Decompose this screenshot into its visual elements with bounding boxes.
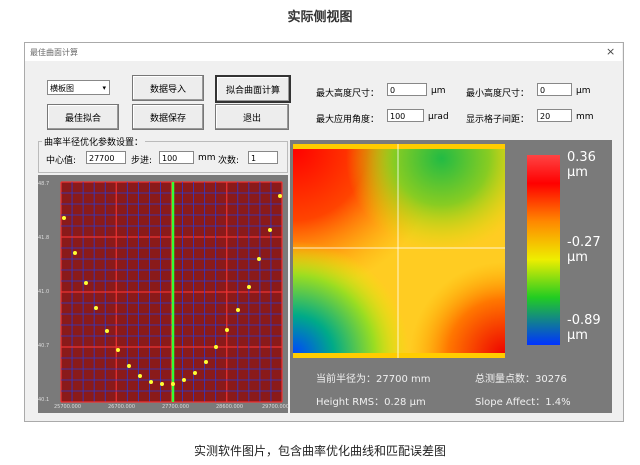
field-label: 最大应用角度：: [316, 115, 380, 125]
fit-point: [247, 285, 251, 289]
unit: μm: [576, 86, 591, 96]
fit-point: [182, 378, 186, 382]
field-label: 显示格子间距：: [466, 115, 530, 125]
colorbar-value: -0.27: [567, 235, 601, 250]
field-label: 次数:: [218, 156, 240, 166]
fit-points: [62, 194, 282, 386]
fit-point: [127, 364, 131, 368]
fit-point: [73, 251, 77, 255]
field-label: 步进:: [131, 156, 153, 166]
stat: Slope Affect：1.4%: [475, 397, 571, 408]
input[interactable]: 1: [248, 151, 278, 164]
stat: Height RMS：0.28 μm: [316, 397, 426, 408]
field-label: 最小高度尺寸：: [466, 89, 530, 99]
fit-point: [214, 345, 218, 349]
title-bar: [25, 43, 622, 61]
button[interactable]: 最佳拟合: [47, 104, 119, 130]
colorbar-unit: μm: [567, 328, 588, 343]
fit-point: [160, 382, 164, 386]
y-label: 40.1: [38, 397, 50, 403]
x-label: 29700.000: [262, 404, 290, 410]
close-button[interactable]: ×: [606, 45, 616, 58]
fit-point: [94, 306, 98, 310]
colorbar-value: 0.36: [567, 150, 596, 165]
fit-point: [278, 194, 282, 198]
dropdown-value: 横板图: [50, 84, 74, 93]
input[interactable]: 0: [537, 83, 572, 96]
edge-bar: [293, 144, 505, 149]
fit-point: [149, 380, 153, 384]
input[interactable]: 27700: [86, 151, 126, 164]
colorbar-unit: μm: [567, 165, 588, 180]
colorbar-label: -0.89 μm: [567, 313, 601, 343]
field-label: 中心值:: [46, 156, 77, 166]
button[interactable]: 退出: [215, 104, 289, 130]
fit-point: [62, 216, 66, 220]
input[interactable]: 100: [387, 109, 424, 122]
button[interactable]: 数据保存: [132, 104, 204, 130]
error-map: [290, 140, 612, 413]
colorbar-label: -0.27 μm: [567, 235, 601, 265]
group-title: 曲率半径优化参数设置：: [42, 135, 146, 148]
caption: 实测软件图片，包含曲率优化曲线和匹配误差图: [193, 444, 446, 458]
fit-point: [171, 382, 175, 386]
x-label: 27700.000: [162, 404, 190, 410]
group-box: [38, 141, 288, 173]
heatmap-region: [293, 148, 505, 355]
fit-point: [257, 257, 261, 261]
x-label: 26700.000: [108, 404, 136, 410]
unit: mm: [198, 153, 216, 163]
colorbar-label: 0.36 μm: [567, 150, 596, 180]
dropdown[interactable]: 横板图 ▾: [47, 80, 110, 95]
fit-point: [204, 360, 208, 364]
fit-point: [84, 281, 88, 285]
input[interactable]: 20: [537, 109, 572, 122]
button[interactable]: 数据导入: [132, 75, 204, 101]
unit: μrad: [428, 112, 449, 122]
y-label: 41.8: [38, 235, 50, 241]
field-label: 最大高度尺寸：: [316, 89, 380, 99]
fit-point: [105, 329, 109, 333]
window-title: 最佳曲面计算: [30, 48, 78, 57]
y-label: 48.7: [38, 181, 50, 187]
colorbar-value: -0.89: [567, 313, 601, 328]
colorbar-unit: μm: [567, 250, 588, 265]
page-title: 实际侧视图: [287, 10, 353, 25]
color-bar: [527, 155, 560, 345]
dropdown-arrow: ▾: [102, 84, 106, 92]
stat: 当前半径为：27700 mm: [316, 374, 431, 385]
input[interactable]: 100: [159, 151, 194, 164]
x-label: 25700.000: [54, 404, 82, 410]
button[interactable]: 拟合曲面计算: [215, 75, 291, 103]
fit-point: [116, 348, 120, 352]
fit-plot: [38, 175, 288, 413]
fit-point: [225, 328, 229, 332]
unit: μm: [431, 86, 446, 96]
fit-point: [193, 371, 197, 375]
fit-point: [236, 308, 240, 312]
grid: [60, 181, 283, 403]
input[interactable]: 0: [387, 83, 427, 96]
y-label: 41.0: [38, 289, 50, 295]
x-label: 28600.000: [216, 404, 244, 410]
fit-point: [138, 374, 142, 378]
edge-bar: [293, 353, 505, 358]
y-label: 40.7: [38, 343, 50, 349]
unit: mm: [576, 112, 594, 122]
fit-point: [268, 228, 272, 232]
stat: 总测量点数：30276: [475, 374, 567, 385]
